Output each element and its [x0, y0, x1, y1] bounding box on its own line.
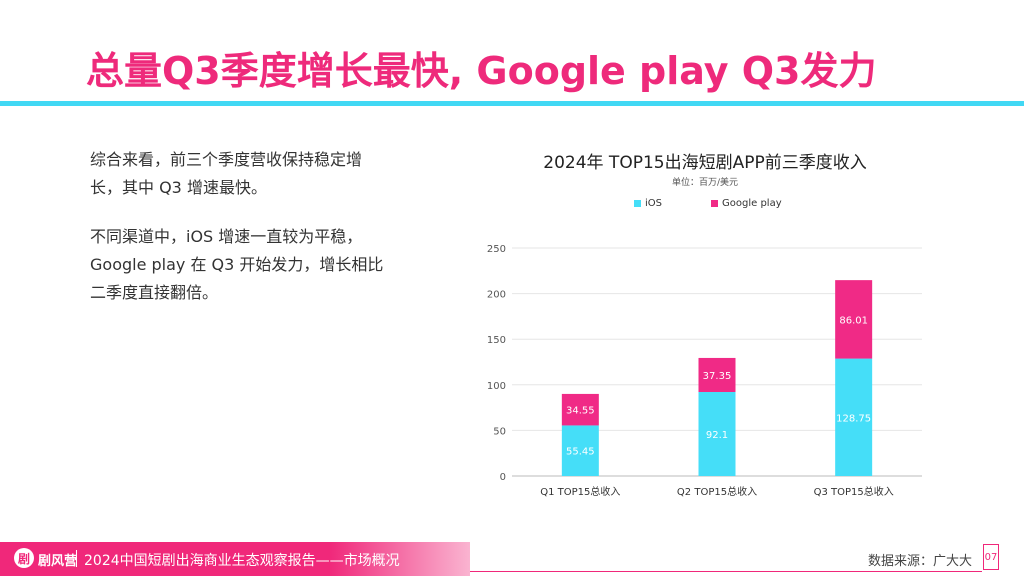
data-label-google-play: 34.55: [566, 406, 595, 417]
footer-report-title: 2024中国短剧出海商业生态观察报告——市场概况: [84, 553, 400, 569]
y-tick-label: 250: [487, 244, 506, 255]
stacked-bar-chart: 0 50 100 150 200 250 55.45 34.55 Q1 TOP15总收入 92.1…: [487, 244, 922, 498]
title-underline: [0, 101, 1024, 106]
bar-segment-ios: [561, 425, 599, 476]
bar-segment-google-play: [835, 280, 873, 359]
x-tick-label: Q1 TOP15总收入: [540, 485, 620, 498]
footer-brand: 剧风营: [38, 554, 78, 569]
y-tick-label: 50: [493, 426, 506, 437]
summary-paragraph-2: 不同渠道中，iOS 增速一直较为平稳，Google play 在 Q3 开始发力…: [90, 227, 384, 302]
x-tick-label: Q3 TOP15总收入: [814, 485, 894, 498]
data-label-ios: 55.45: [566, 447, 595, 458]
data-label-ios: 128.75: [836, 413, 871, 424]
y-tick-label: 200: [487, 290, 506, 301]
x-tick-label: Q2 TOP15总收入: [677, 485, 757, 498]
bar-segment-ios: [698, 392, 736, 476]
data-label-ios: 92.1: [706, 430, 728, 441]
chart-unit: 单位：百万/美元: [671, 178, 739, 188]
y-tick-label: 0: [500, 472, 506, 483]
footer-band: [0, 542, 470, 576]
legend-label-google-play: Google play: [722, 198, 782, 209]
footer-rule: [470, 571, 982, 572]
data-source: 数据来源：广大大: [867, 554, 972, 569]
y-tick-label: 150: [487, 335, 506, 346]
summary-paragraph-1: 综合来看，前三个季度营收保持稳定增长，其中 Q3 增速最快。: [90, 150, 363, 197]
bar-segment-google-play: [561, 393, 599, 426]
bar-segment-google-play: [698, 357, 736, 393]
legend-label-ios: iOS: [645, 198, 662, 209]
data-label-google-play: 37.35: [703, 371, 732, 382]
legend-item-ios: iOS: [634, 198, 662, 209]
legend-item-google-play: Google play: [711, 198, 782, 209]
page-title: 总量Q3季度增长最快, Google play Q3发力: [86, 49, 877, 93]
chart-title: 2024年 TOP15出海短剧APP前三季度收入: [543, 153, 867, 173]
y-tick-label: 100: [487, 381, 506, 392]
footer-divider: [76, 550, 77, 567]
brand-logo-icon: 剧: [14, 548, 34, 568]
bar-segment-ios: [835, 358, 873, 476]
page-number: 07: [983, 544, 999, 570]
data-label-google-play: 86.01: [839, 315, 868, 326]
legend-swatch-ios: [634, 200, 641, 207]
legend-swatch-google-play: [711, 200, 718, 207]
